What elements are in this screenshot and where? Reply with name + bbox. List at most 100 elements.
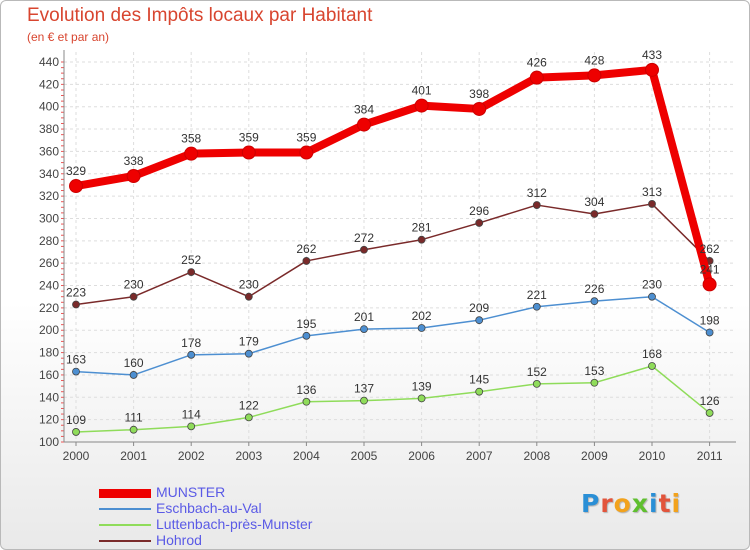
data-point-eschbach-au-val bbox=[475, 316, 484, 325]
x-tick-label: 2009 bbox=[581, 449, 608, 463]
data-point-hohrod bbox=[187, 268, 196, 277]
data-point-hohrod bbox=[302, 257, 311, 265]
x-tick-label: 2010 bbox=[639, 449, 666, 463]
data-point-munster bbox=[645, 62, 659, 77]
y-tick-label: 120 bbox=[39, 413, 59, 427]
y-tick-label: 180 bbox=[39, 346, 59, 360]
data-label-hohrod: 262 bbox=[700, 242, 720, 256]
data-label-hohrod: 304 bbox=[584, 195, 604, 209]
data-label-hohrod: 252 bbox=[181, 253, 201, 267]
legend-swatch bbox=[99, 524, 151, 526]
data-point-munster bbox=[414, 98, 429, 113]
y-tick-label: 380 bbox=[39, 122, 59, 136]
data-point-hohrod bbox=[360, 245, 368, 254]
series-line-eschbach-au-val bbox=[75, 295, 711, 376]
y-tick-label: 300 bbox=[39, 211, 59, 225]
legend-label: Hohrod bbox=[156, 532, 202, 548]
y-tick-label: 200 bbox=[39, 323, 59, 337]
data-label-eschbach-au-val: 179 bbox=[239, 335, 259, 349]
logo-letter: i bbox=[649, 489, 659, 518]
data-label-hohrod: 230 bbox=[124, 278, 144, 292]
data-label-eschbach-au-val: 209 bbox=[469, 301, 489, 315]
data-point-munster bbox=[357, 117, 371, 132]
data-label-eschbach-au-val: 198 bbox=[700, 313, 720, 327]
data-label-munster: 433 bbox=[642, 48, 662, 62]
data-point-munster bbox=[587, 68, 602, 83]
data-point-hohrod bbox=[532, 201, 541, 209]
data-point-hohrod bbox=[475, 219, 484, 227]
y-tick-label: 440 bbox=[39, 55, 59, 69]
x-tick-label: 2006 bbox=[408, 449, 435, 463]
series-layer bbox=[69, 62, 717, 436]
chart-subtitle: (en € et par an) bbox=[27, 30, 110, 44]
x-tick-label: 2000 bbox=[63, 449, 90, 463]
data-label-eschbach-au-val: 221 bbox=[527, 288, 547, 302]
data-point-hohrod bbox=[417, 235, 426, 244]
data-label-luttenbach-pr-s-munster: 152 bbox=[527, 365, 547, 379]
data-label-eschbach-au-val: 163 bbox=[66, 353, 86, 367]
y-tick-label: 100 bbox=[39, 435, 59, 449]
legend-swatch bbox=[99, 540, 151, 542]
data-point-eschbach-au-val bbox=[532, 302, 541, 311]
logo-letter: i bbox=[671, 489, 682, 518]
data-label-munster: 384 bbox=[354, 103, 374, 117]
data-label-eschbach-au-val: 195 bbox=[296, 317, 316, 331]
data-label-luttenbach-pr-s-munster: 145 bbox=[469, 373, 489, 387]
x-tick-label: 2007 bbox=[466, 449, 493, 463]
data-point-eschbach-au-val bbox=[417, 324, 426, 332]
legend-swatch bbox=[99, 508, 151, 510]
logo-letter: r bbox=[600, 489, 614, 518]
data-point-luttenbach-pr-s-munster bbox=[244, 413, 253, 422]
data-label-eschbach-au-val: 202 bbox=[412, 309, 432, 323]
y-tick-label: 260 bbox=[39, 256, 59, 270]
legend-label: Luttenbach-près-Munster bbox=[156, 516, 313, 532]
data-label-hohrod: 272 bbox=[354, 231, 374, 245]
data-point-luttenbach-pr-s-munster bbox=[360, 396, 368, 405]
data-point-munster bbox=[241, 145, 256, 160]
data-label-eschbach-au-val: 178 bbox=[181, 336, 201, 350]
data-point-luttenbach-pr-s-munster bbox=[72, 428, 80, 436]
grid-lines bbox=[64, 52, 736, 443]
data-point-luttenbach-pr-s-munster bbox=[475, 387, 484, 396]
data-point-hohrod bbox=[72, 300, 80, 309]
data-label-munster: 428 bbox=[584, 53, 604, 67]
y-tick-label: 360 bbox=[39, 144, 59, 158]
data-label-hohrod: 312 bbox=[527, 186, 547, 200]
logo-letter: t bbox=[658, 489, 672, 518]
proxiti-logo: Proxiti bbox=[581, 489, 681, 518]
data-label-luttenbach-pr-s-munster: 122 bbox=[239, 398, 259, 412]
x-tick-label: 2004 bbox=[293, 449, 320, 463]
data-point-luttenbach-pr-s-munster bbox=[590, 378, 599, 387]
data-point-luttenbach-pr-s-munster bbox=[302, 397, 311, 406]
data-point-munster bbox=[299, 145, 314, 160]
x-tick-label: 2003 bbox=[235, 449, 262, 463]
logo-letter: x bbox=[631, 489, 649, 518]
x-tick-label: 2008 bbox=[523, 449, 550, 463]
x-tick-label: 2011 bbox=[697, 449, 723, 463]
data-point-eschbach-au-val bbox=[590, 297, 599, 306]
data-label-luttenbach-pr-s-munster: 168 bbox=[642, 347, 662, 361]
data-point-munster bbox=[126, 169, 141, 183]
data-label-eschbach-au-val: 230 bbox=[642, 278, 662, 292]
series-line-hohrod bbox=[75, 203, 711, 306]
data-label-munster: 358 bbox=[181, 132, 201, 146]
data-label-munster: 359 bbox=[239, 131, 259, 145]
data-point-eschbach-au-val bbox=[244, 349, 253, 358]
data-point-hohrod bbox=[244, 292, 253, 301]
data-point-eschbach-au-val bbox=[705, 328, 714, 337]
data-label-hohrod: 230 bbox=[239, 278, 259, 292]
data-point-hohrod bbox=[590, 210, 599, 218]
data-label-eschbach-au-val: 201 bbox=[354, 310, 374, 324]
data-point-munster bbox=[702, 277, 717, 292]
data-point-luttenbach-pr-s-munster bbox=[705, 409, 714, 417]
data-point-luttenbach-pr-s-munster bbox=[648, 362, 656, 370]
data-point-munster bbox=[529, 70, 544, 85]
data-point-eschbach-au-val bbox=[187, 350, 196, 359]
x-tick-label: 2005 bbox=[351, 449, 378, 463]
data-label-luttenbach-pr-s-munster: 111 bbox=[124, 411, 143, 425]
series-line-munster bbox=[72, 65, 714, 289]
data-labels: 109 111 114 122 136 137 139 145 152 153 168 126 163 1… bbox=[66, 48, 720, 427]
y-tick-label: 280 bbox=[39, 234, 59, 248]
data-point-eschbach-au-val bbox=[129, 371, 138, 379]
